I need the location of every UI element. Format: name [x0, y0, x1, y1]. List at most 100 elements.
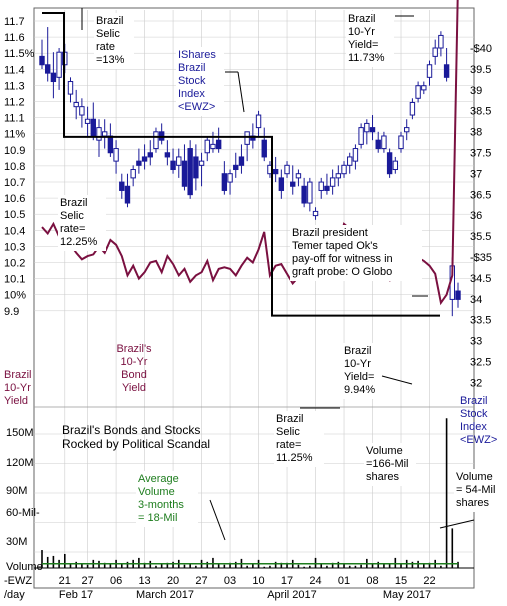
selic-rate-line — [42, 12, 440, 317]
candle-body — [164, 152, 171, 158]
candle-body — [176, 156, 182, 166]
callout-line — [237, 71, 245, 113]
candle-body — [221, 173, 228, 191]
candle-body — [130, 169, 136, 179]
average-volume-annotation-line: Average — [138, 473, 179, 485]
x-tick-label: 06 — [110, 575, 122, 587]
left-axis-tick-label: 10.7 — [4, 177, 25, 189]
left-yield-label-line: Brazil — [4, 369, 32, 381]
candle-body — [147, 152, 153, 158]
x-tick-label: 17 — [281, 575, 293, 587]
candle-body — [329, 177, 336, 187]
candle-body — [193, 156, 199, 179]
text-labels: 11.7 11.6 11.5% 11.4 11.3 11.2 11.1 11% 10.9 10.8… — [4, 8, 506, 601]
candle-body — [324, 185, 330, 191]
selic-1125-annotation-bg — [274, 411, 324, 467]
callout-line — [439, 519, 475, 529]
selic-1225-annotation-line: rate= — [60, 223, 85, 235]
candle-body — [238, 156, 245, 166]
right-axis-tick-label: 35.5 — [470, 231, 491, 243]
candle-body — [255, 114, 262, 129]
yield-994-annotation-line: Yield= — [344, 371, 374, 383]
selic-1225-annotation-line: Selic — [60, 210, 84, 222]
volume-166-annotation-line: =166-Mil — [366, 458, 409, 470]
candle-body — [375, 139, 381, 150]
selic-1125-annotation-line: Selic — [276, 426, 300, 438]
candle-body — [141, 156, 148, 162]
right-axis-tick-label: 38 — [470, 127, 482, 139]
x-tick-label: 01 — [338, 575, 350, 587]
data-marks — [39, 0, 461, 568]
selic-13-annotation-line: rate — [96, 41, 115, 53]
selic-13-annotation-line: Selic — [96, 28, 120, 40]
selic-1125-annotation-line: 11.25% — [276, 452, 313, 464]
x-tick-label: 10 — [252, 575, 264, 587]
candle-body — [113, 148, 119, 162]
left-axis-tick-label: 10.8 — [4, 161, 25, 173]
temer-annotation-line: graft probe: O Globo — [292, 266, 392, 278]
ewz-annotation-line: Stock — [178, 75, 206, 87]
volume-54-annotation-bg — [454, 469, 506, 512]
right-axis-tick-label: 32.5 — [470, 357, 491, 369]
bond-yield-label-line: Bond — [121, 369, 147, 381]
selic-1125-annotation-line: Brazil — [276, 413, 304, 425]
left-yield-label-line: 10-Yr — [4, 382, 31, 394]
bond-yield-label-line: Brazil's — [116, 343, 152, 355]
candle-body — [432, 47, 438, 57]
selic-1125-annotation-line: rate= — [276, 439, 301, 451]
candle-body — [295, 173, 302, 179]
volume-54-annotation-line: = 54-Mil — [456, 484, 495, 496]
candle-body — [358, 127, 364, 145]
chart-caption-line: Brazil's Bonds and Stocks — [62, 423, 200, 437]
selic-1225-annotation-line: Brazil — [60, 197, 88, 209]
candle-body — [392, 160, 399, 171]
temer-annotation-line: Temer taped Ok's — [292, 240, 378, 252]
left-axis-tick-label: 10.9 — [4, 145, 25, 157]
yield-1173-annotation-line: Yield= — [348, 39, 378, 51]
yield-994-annotation-bg — [342, 343, 384, 399]
selic-13-annotation-line: =13% — [96, 54, 125, 66]
left-yield-label-line: Yield — [4, 395, 28, 407]
yield-1173-annotation-line: Brazil — [348, 13, 376, 25]
temer-annotation-bg — [290, 225, 422, 281]
right-axis-tick-label: 37 — [470, 168, 482, 180]
candle-body — [415, 85, 421, 99]
bond-yield-label-line: 10-Yr — [121, 356, 148, 368]
candle-body — [421, 85, 427, 91]
x-month-label: March 2017 — [136, 589, 194, 601]
ewz-annotation-line: IShares — [178, 49, 216, 61]
left-axis-tick-label: 10% — [4, 290, 26, 302]
ewz-annotation-line: <EWZ> — [178, 101, 215, 113]
candle-body — [409, 101, 416, 116]
candle-body — [79, 106, 85, 116]
x-tick-label: 21 — [59, 575, 71, 587]
x-tick-label: 03 — [224, 575, 236, 587]
ewz-annotation-line: Index — [178, 88, 205, 100]
ewz-annotation-bg — [176, 47, 224, 116]
left-axis-tick-label: 10.6 — [4, 193, 25, 205]
selic-13-annotation-bg — [94, 13, 134, 69]
candle-body — [119, 181, 125, 191]
candle-body — [67, 81, 74, 95]
temer-annotation-line: pay-off for witness in — [292, 253, 393, 265]
candle-body — [101, 131, 108, 137]
candle-body — [278, 177, 285, 191]
right-axis-tick-label: 34.5 — [470, 273, 491, 285]
right-axis-tick-label: 39.5 — [470, 64, 491, 76]
average-volume-annotation-bg — [136, 471, 198, 527]
right-ewz-label-line: Index — [460, 421, 487, 433]
candle-body — [455, 290, 461, 300]
candle-body — [386, 152, 393, 175]
candle-body — [272, 169, 279, 175]
right-axis-tick-label: 39 — [470, 85, 482, 97]
left-axis-tick-label: 11.6 — [4, 32, 25, 44]
yield-1173-annotation-line: 10-Yr — [348, 26, 375, 38]
